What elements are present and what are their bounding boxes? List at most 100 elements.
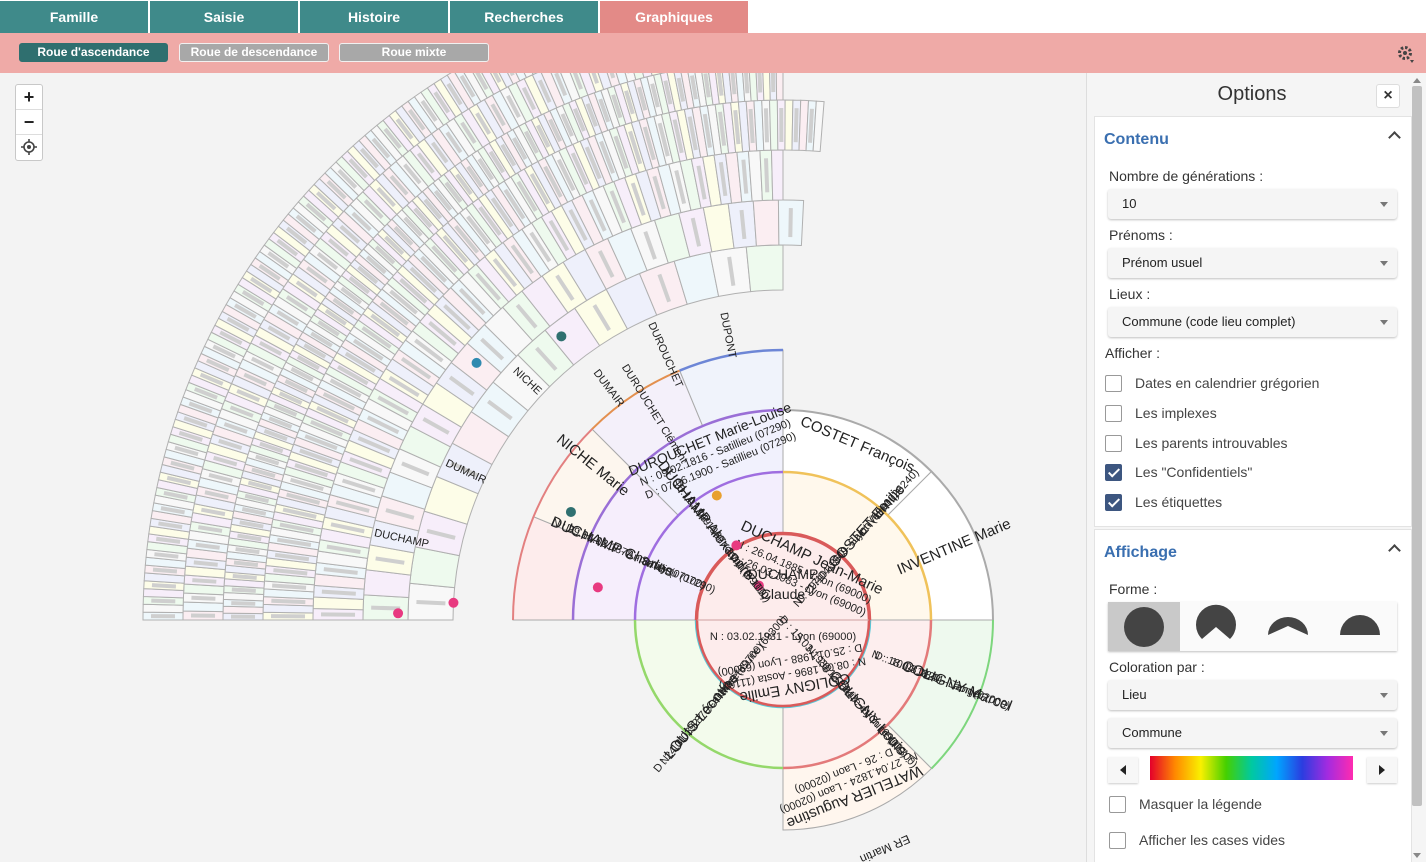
hidden-text-bar: [337, 364, 369, 386]
palette-prev-button[interactable]: [1108, 757, 1138, 783]
contenu-heading[interactable]: Contenu: [1104, 131, 1169, 148]
forme-dome[interactable]: [1252, 602, 1324, 651]
hidden-text-bar: [400, 356, 432, 380]
chevron-up-icon[interactable]: [1388, 131, 1401, 144]
gear-icon[interactable]: [1396, 44, 1416, 64]
hidden-text-bar: [598, 98, 611, 123]
hidden-text-bar: [198, 525, 223, 533]
hidden-text-bar: [154, 552, 179, 559]
ancestor-outer-segment[interactable]: [770, 149, 784, 201]
hidden-text-bar: [323, 567, 358, 575]
zoom-in-button[interactable]: +: [16, 85, 42, 110]
hidden-text-bar: [199, 372, 224, 386]
ascendance-wheel-area[interactable]: DUCHAMP Claude N : 03.02.1931 - Lyon (6900…: [0, 73, 1086, 862]
hidden-text-bar: [788, 208, 793, 238]
ancestor-outer-segment[interactable]: [752, 199, 780, 247]
hidden-text-bar: [515, 303, 538, 329]
hidden-text-bar: [613, 135, 629, 169]
chevron-left-icon: [1120, 765, 1126, 775]
masquer-legende-checkbox[interactable]: [1109, 796, 1126, 813]
hidden-text-bar: [423, 198, 443, 220]
afficher-label: Afficher :: [1105, 345, 1160, 361]
hidden-text-bar: [191, 595, 216, 601]
tab-saisie[interactable]: Saisie: [150, 1, 298, 33]
tag-dot: [565, 506, 576, 517]
chart-type-bar: Roue d'ascendance Roue de descendance Ro…: [0, 33, 1426, 73]
coloration-select[interactable]: Lieu: [1108, 680, 1397, 710]
hidden-text-bar: [272, 583, 307, 590]
hidden-text-bar: [258, 264, 281, 281]
hidden-text-bar: [299, 448, 333, 464]
niveau-select[interactable]: Commune: [1108, 718, 1397, 748]
hidden-text-bar: [475, 272, 501, 301]
hidden-text-bar: [458, 287, 486, 316]
ancestor-outer-segment[interactable]: [516, 73, 539, 76]
hidden-text-bar: [204, 490, 229, 500]
locate-button[interactable]: [16, 135, 42, 160]
hidden-text-bar: [326, 544, 361, 554]
confidentiels-checkbox[interactable]: [1105, 464, 1122, 481]
ancestor-outer-segment[interactable]: [745, 244, 784, 293]
gregorian-checkbox[interactable]: [1105, 375, 1122, 392]
hidden-text-bar: [689, 75, 698, 100]
tab-recherches[interactable]: Recherches: [450, 1, 598, 33]
hidden-text-bar: [335, 500, 370, 513]
hidden-text-bar: [643, 231, 657, 260]
chevron-right-icon: [1379, 765, 1385, 775]
subtab-roue-ascendance[interactable]: Roue d'ascendance: [19, 43, 168, 62]
hidden-text-bar: [630, 182, 646, 216]
hidden-text-bar: [741, 159, 749, 194]
tab-famille[interactable]: Famille: [0, 1, 148, 33]
ancestor-outer-segment[interactable]: [812, 100, 825, 153]
generations-select[interactable]: 10: [1108, 189, 1397, 219]
hidden-text-bar: [588, 199, 607, 232]
hidden-text-bar: [357, 265, 379, 285]
hidden-text-bar: [516, 180, 538, 212]
ring-border: [782, 470, 933, 621]
hidden-text-bar: [219, 330, 243, 346]
cases-vides-checkbox[interactable]: [1109, 832, 1126, 849]
hidden-text-bar: [250, 276, 273, 294]
hidden-text-bar: [529, 173, 550, 205]
color-palette[interactable]: [1150, 756, 1353, 780]
subtab-roue-mixte[interactable]: Roue mixte: [339, 43, 489, 62]
forme-partial-circle[interactable]: [1180, 602, 1252, 651]
hidden-text-bar: [303, 343, 327, 359]
hidden-text-bar: [521, 86, 537, 111]
lieux-label: Lieux :: [1109, 286, 1151, 302]
hidden-text-bar: [316, 405, 349, 424]
subtab-roue-descendance[interactable]: Roue de descendance: [179, 43, 329, 62]
ancestor-outer-segment[interactable]: [775, 73, 784, 101]
hidden-text-bar: [556, 158, 576, 192]
hidden-text-bar: [295, 280, 318, 298]
ancestor-name: DUPONT: [717, 311, 738, 359]
hidden-text-bar: [276, 310, 300, 327]
hidden-text-bar: [748, 108, 755, 144]
hidden-text-bar: [477, 158, 495, 181]
implexes-checkbox[interactable]: [1105, 405, 1122, 422]
ring-border: [782, 619, 933, 770]
prenoms-select[interactable]: Prénom usuel: [1108, 248, 1397, 278]
ascendance-wheel[interactable]: DUCHAMP Claude N : 03.02.1931 - Lyon (6900…: [0, 73, 1086, 862]
palette-next-button[interactable]: [1367, 757, 1397, 783]
options-scrollbar[interactable]: [1411, 78, 1423, 862]
etiquettes-checkbox[interactable]: [1105, 494, 1122, 511]
parents-introuvables-checkbox[interactable]: [1105, 435, 1122, 452]
contenu-section: Contenu Nombre de générations : 10 Préno…: [1094, 116, 1412, 527]
hidden-text-bar: [282, 507, 317, 519]
ancestor-outer-segment[interactable]: [652, 73, 669, 75]
masquer-legende-label: Masquer la légende: [1139, 796, 1262, 812]
forme-full-circle[interactable]: [1108, 602, 1180, 651]
close-icon[interactable]: ×: [1376, 84, 1400, 108]
hidden-text-bar: [500, 143, 517, 167]
lieux-select[interactable]: Commune (code lieu complet): [1108, 307, 1397, 337]
chevron-up-icon[interactable]: [1388, 544, 1401, 557]
tab-histoire[interactable]: Histoire: [300, 1, 448, 33]
hidden-text-bar: [158, 521, 183, 530]
affichage-heading[interactable]: Affichage: [1104, 544, 1177, 561]
tab-graphiques[interactable]: Graphiques: [600, 1, 748, 33]
zoom-out-button[interactable]: −: [16, 110, 42, 135]
forme-half-circle[interactable]: [1324, 602, 1396, 651]
ancestor-outer-segment[interactable]: [769, 99, 779, 151]
ancestor-outer-segment[interactable]: [762, 73, 771, 101]
